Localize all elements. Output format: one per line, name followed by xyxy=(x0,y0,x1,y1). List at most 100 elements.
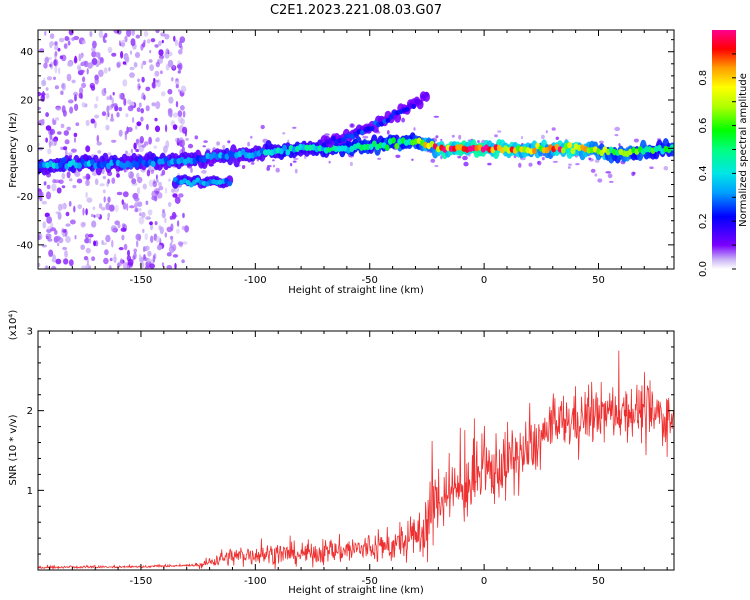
spectrogram-noise-speck xyxy=(44,31,47,36)
spectrogram-noise-speck xyxy=(57,212,62,220)
spectrogram-ridge-core xyxy=(394,143,400,150)
spectrogram-noise-speck xyxy=(152,254,156,263)
spectrogram-noise-speck xyxy=(96,134,100,143)
spectrogram-noise-speck xyxy=(80,244,85,250)
spectrogram-noise-speck xyxy=(145,105,150,112)
colorbar: 0.0 0.2 0.4 0.6 0.8 Normalized spectral ampl… xyxy=(698,30,749,277)
spectrogram-noise-speck xyxy=(107,152,112,156)
spectrogram-noise-speck xyxy=(107,196,111,203)
spectrogram-noise-speck xyxy=(77,66,82,71)
spectrogram-noise-speck xyxy=(177,110,183,117)
spectrogram-noise-speck xyxy=(52,254,56,262)
spectrogram-noise-speck xyxy=(118,129,123,137)
spectrogram-noise-speck xyxy=(174,137,181,143)
spectrogram-noise-speck xyxy=(387,130,390,135)
spectrogram-noise-speck xyxy=(537,160,542,166)
spectrogram-noise-speck xyxy=(112,91,115,96)
spectrogram-noise-speck xyxy=(62,232,65,237)
colorbar-ticks: 0.0 0.2 0.4 0.6 0.8 xyxy=(698,53,736,277)
colorbar-tick-label: 0.4 xyxy=(698,165,709,181)
spectrogram-noise-speck xyxy=(150,169,154,174)
spectrogram-noise-speck xyxy=(106,96,110,101)
spectrogram-noise-speck xyxy=(57,242,60,247)
spectrogram-noise-speck xyxy=(203,140,208,143)
snr-marks xyxy=(38,350,674,570)
spectrogram-noise-speck xyxy=(435,135,439,139)
spectrogram-noise-speck xyxy=(52,117,55,125)
spectrogram-ridge-core xyxy=(599,149,605,157)
spectrogram-noise-speck xyxy=(541,156,545,161)
spectrogram-noise-speck xyxy=(101,207,106,211)
spectrogram-noise-speck xyxy=(182,126,188,134)
spectrogram-noise-speck xyxy=(145,86,151,92)
spectrogram-noise-speck xyxy=(137,78,140,83)
spectrogram-noise-speck xyxy=(145,216,152,220)
spectrogram-noise-speck xyxy=(618,143,621,147)
spectrogram-noise-speck xyxy=(61,172,66,180)
spectrogram-noise-speck xyxy=(154,125,161,133)
spectrogram-noise-speck xyxy=(520,136,524,140)
spectrogram-noise-speck xyxy=(588,157,592,160)
spectrogram-noise-speck xyxy=(74,103,79,112)
spectrogram-noise-speck xyxy=(174,262,177,269)
spectrogram-noise-speck xyxy=(149,64,155,71)
spectrogram-noise-speck xyxy=(118,92,124,100)
spectrogram-ridge-core xyxy=(202,156,207,163)
spectrogram-noise-speck xyxy=(462,155,468,161)
spectrogram-noise-speck xyxy=(126,203,129,211)
spectrogram-noise-speck xyxy=(116,173,120,178)
spectrogram-noise-speck xyxy=(38,234,41,241)
spectrogram-noise-speck xyxy=(96,141,102,146)
spectrogram-noise-speck xyxy=(167,202,172,207)
spectrogram-noise-speck xyxy=(124,132,128,141)
x-tick-label: -100 xyxy=(244,576,267,587)
spectrogram-noise-speck xyxy=(71,148,77,153)
spectrogram-noise-speck xyxy=(81,82,87,89)
spectrogram-ridge-halo xyxy=(394,112,402,123)
spectrogram-ridge-core xyxy=(150,160,156,167)
snr-x-label: Height of straight line (km) xyxy=(288,585,424,596)
spectrogram-noise-speck xyxy=(153,145,157,149)
spectrogram-noise-speck xyxy=(663,166,669,171)
spectrogram-noise-speck xyxy=(175,101,179,108)
spectrogram-noise-speck xyxy=(57,131,62,135)
x-tick-label: 50 xyxy=(592,275,605,286)
spectrogram-noise-speck xyxy=(114,204,119,213)
spectrogram-noise-speck xyxy=(80,69,85,74)
spectrogram-noise-speck xyxy=(105,124,110,131)
spectrogram-noise-speck xyxy=(164,33,170,40)
spectrogram-noise-speck xyxy=(134,208,138,213)
spectrogram-noise-speck xyxy=(150,235,154,243)
spectrogram-noise-speck xyxy=(62,258,69,265)
spectrogram-noise-speck xyxy=(567,166,571,169)
spectrogram-noise-speck xyxy=(487,162,492,166)
spectrogram-noise-speck xyxy=(126,126,129,134)
spectrogram-noise-speck xyxy=(65,211,70,217)
spectrogram-noise-speck xyxy=(90,213,94,218)
spectrogram-ridge-core xyxy=(560,147,566,154)
spectrogram-noise-speck xyxy=(154,44,159,48)
spectrogram-noise-speck xyxy=(162,209,165,213)
spectrogram-noise-speck xyxy=(294,168,298,174)
spectrogram-noise-speck xyxy=(138,216,145,225)
spectrogram-noise-speck xyxy=(68,259,74,267)
x-tick-label: -100 xyxy=(244,275,267,286)
spectrogram-noise-speck xyxy=(154,117,158,122)
spectrogram-ridge-core xyxy=(570,147,576,155)
spectrogram-noise-speck xyxy=(127,249,130,257)
spectrogram-noise-speck xyxy=(102,189,106,194)
spectrogram-noise-speck xyxy=(48,141,52,149)
spectrogram-noise-speck xyxy=(86,197,93,203)
spectrogram-noise-speck xyxy=(411,158,414,161)
spectrogram-noise-speck xyxy=(401,117,405,123)
spectrogram-noise-speck xyxy=(172,64,176,70)
spectrogram-ridge-core xyxy=(388,114,394,120)
spectrogram-frame xyxy=(37,29,675,270)
spectrogram-noise-speck xyxy=(43,62,48,69)
spectrogram-noise-speck xyxy=(91,50,97,58)
spectrogram-ridge-core xyxy=(328,139,333,145)
spectrogram-noise-speck xyxy=(181,259,185,264)
spectrogram-noise-speck xyxy=(90,118,96,124)
spectrogram-noise-speck xyxy=(144,265,150,269)
spectrogram-y-label: Frequency (Hz) xyxy=(8,112,19,188)
